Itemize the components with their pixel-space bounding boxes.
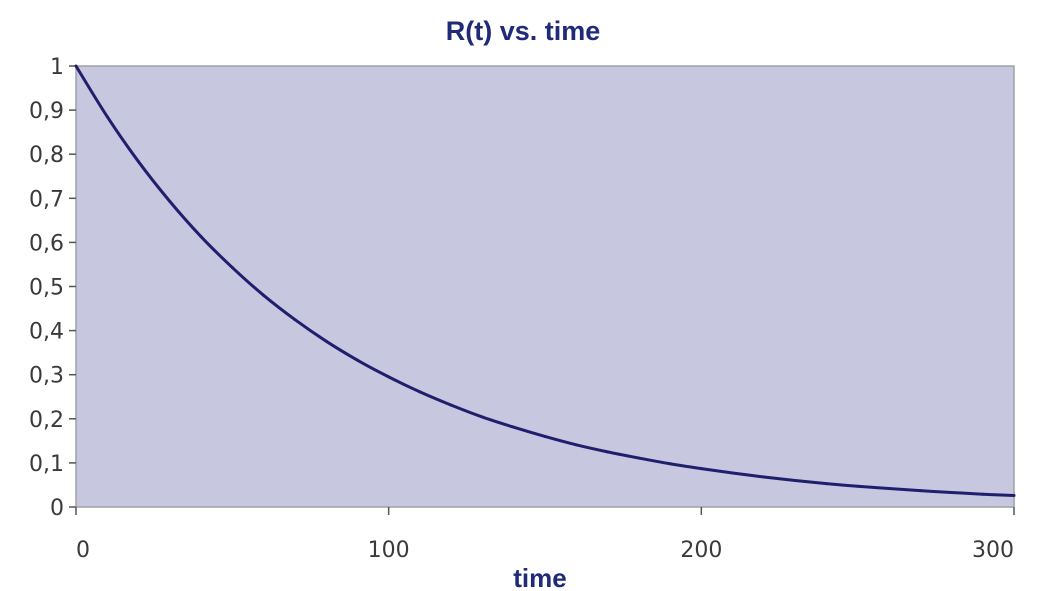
x-tick-label: 100 <box>368 538 410 563</box>
data-point <box>418 390 422 394</box>
data-point <box>137 160 141 164</box>
data-point <box>105 115 109 119</box>
data-point <box>74 64 78 68</box>
plot-area <box>75 65 1015 508</box>
data-point <box>762 475 766 479</box>
y-tick-label: 0 <box>50 496 64 521</box>
data-point <box>668 462 672 466</box>
y-tick-label: 0,9 <box>29 99 64 124</box>
data-point <box>262 293 266 297</box>
data-point <box>731 471 735 475</box>
y-tick-label: 0,2 <box>29 408 64 433</box>
data-point <box>793 479 797 483</box>
data-point <box>168 199 172 203</box>
data-point <box>856 484 860 488</box>
data-point <box>543 434 547 438</box>
data-point <box>387 375 391 379</box>
y-tick-label: 0,1 <box>29 452 64 477</box>
data-point <box>355 358 359 362</box>
y-tick-label: 0,3 <box>29 364 64 389</box>
y-tick-label: 0,4 <box>29 320 64 345</box>
data-point <box>918 489 922 493</box>
data-point <box>824 482 828 486</box>
y-axis: 0 0,1 0,2 0,3 0,4 0,5 0,6 0,7 0,8 0,9 1 <box>29 55 76 521</box>
x-tick-label: 300 <box>972 538 1014 563</box>
data-point <box>293 318 297 322</box>
data-point <box>949 490 953 494</box>
data-point <box>449 403 453 407</box>
y-tick-label: 1 <box>50 55 64 80</box>
x-axis-label: time <box>513 563 566 591</box>
data-point <box>512 425 516 429</box>
data-point <box>699 467 703 471</box>
y-tick-label: 0,7 <box>29 187 64 212</box>
x-tick-label: 0 <box>76 538 90 563</box>
x-axis: 0 100 200 300 <box>75 507 1015 563</box>
chart-title: R(t) vs. time <box>446 16 601 46</box>
data-point <box>574 443 578 447</box>
data-point <box>230 266 234 270</box>
data-point <box>324 339 328 343</box>
data-point <box>1012 494 1016 498</box>
series-points <box>74 64 1016 498</box>
y-tick-label: 0,8 <box>29 143 64 168</box>
data-point <box>887 486 891 490</box>
data-point <box>981 492 985 496</box>
y-tick-label: 0,5 <box>29 276 64 301</box>
x-tick-label: 200 <box>680 538 722 563</box>
data-point <box>606 450 610 454</box>
data-point <box>637 456 641 460</box>
data-point <box>480 415 484 419</box>
y-tick-label: 0,6 <box>29 231 64 256</box>
data-point <box>199 235 203 239</box>
